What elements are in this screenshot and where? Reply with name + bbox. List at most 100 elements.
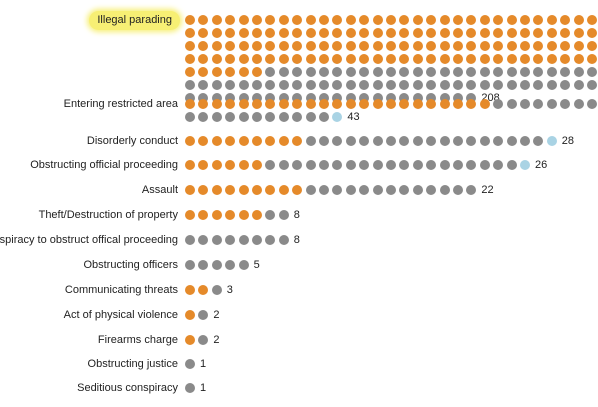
orange-dot <box>332 99 343 109</box>
gray-dot <box>412 136 423 146</box>
gray-dot <box>292 93 303 103</box>
gray-dot <box>493 80 504 90</box>
count-label: 1 <box>200 358 207 370</box>
gray-dot <box>185 235 195 245</box>
orange-dot <box>399 99 410 109</box>
orange-dot <box>278 99 289 109</box>
orange-dot <box>185 210 195 220</box>
orange-dot <box>466 99 477 109</box>
gray-dot <box>386 136 396 146</box>
gray-dot <box>506 160 517 170</box>
orange-dot <box>278 185 289 195</box>
orange-dot <box>185 67 195 77</box>
category-label: Communicating threats <box>64 284 178 296</box>
gray-dot <box>319 136 329 146</box>
gray-dot <box>399 136 410 146</box>
gray-dot <box>345 185 356 195</box>
orange-dot <box>225 99 236 109</box>
category-label: Obstructing justice <box>87 358 178 370</box>
gray-dot <box>372 80 383 90</box>
gray-dot <box>345 93 356 103</box>
gray-dot <box>238 260 249 270</box>
gray-dot <box>506 80 517 90</box>
gray-dot <box>305 80 316 90</box>
orange-dot <box>198 185 209 195</box>
orange-dot <box>399 15 410 25</box>
orange-dot <box>211 67 222 77</box>
orange-dot <box>520 28 530 38</box>
orange-dot <box>198 99 209 109</box>
gray-dot <box>345 136 356 146</box>
gray-dot <box>560 80 571 90</box>
orange-dot <box>185 136 195 146</box>
orange-dot <box>265 41 276 51</box>
gray-dot <box>185 359 195 369</box>
gray-dot <box>439 136 450 146</box>
gray-dot <box>211 80 222 90</box>
orange-dot <box>345 41 356 51</box>
orange-dot <box>185 15 195 25</box>
orange-dot <box>211 160 222 170</box>
gray-dot <box>252 80 262 90</box>
gray-dot <box>185 260 195 270</box>
orange-dot <box>225 210 236 220</box>
gray-dot <box>211 235 222 245</box>
orange-dot <box>533 15 544 25</box>
orange-dot <box>265 28 276 38</box>
gray-dot <box>412 185 423 195</box>
orange-dot <box>278 54 289 64</box>
gray-dot <box>439 93 450 103</box>
category-label: Obstructing official proceeding <box>30 159 178 171</box>
orange-dot <box>198 15 209 25</box>
orange-dot <box>573 54 584 64</box>
orange-dot <box>412 15 423 25</box>
category-label: Seditious conspiracy <box>77 382 178 394</box>
gray-dot <box>265 235 276 245</box>
orange-dot <box>453 28 463 38</box>
gray-dot <box>453 67 463 77</box>
gray-dot <box>587 99 597 109</box>
orange-dot <box>238 185 249 195</box>
count-label: 2 <box>213 334 220 346</box>
gray-dot <box>506 136 517 146</box>
gray-dot <box>198 260 209 270</box>
gray-dot <box>211 285 222 295</box>
orange-dot <box>185 185 195 195</box>
orange-dot <box>292 28 303 38</box>
orange-dot <box>198 210 209 220</box>
gray-dot <box>238 112 249 122</box>
gray-dot <box>466 80 477 90</box>
orange-dot <box>211 99 222 109</box>
gray-dot <box>332 185 343 195</box>
orange-dot <box>252 136 262 146</box>
gray-dot <box>265 112 276 122</box>
orange-dot <box>185 310 195 320</box>
orange-dot <box>466 28 477 38</box>
gray-dot <box>198 80 209 90</box>
orange-dot <box>238 54 249 64</box>
gray-dot <box>305 136 316 146</box>
gray-dot <box>211 260 222 270</box>
orange-dot <box>252 160 262 170</box>
gray-dot <box>278 235 289 245</box>
count-label: 8 <box>293 209 300 221</box>
gray-dot <box>265 210 276 220</box>
orange-dot <box>265 54 276 64</box>
orange-dot <box>386 15 396 25</box>
orange-dot <box>359 41 370 51</box>
orange-dot <box>479 41 490 51</box>
gray-dot <box>533 99 544 109</box>
gray-dot <box>225 235 236 245</box>
gray-dot <box>386 185 396 195</box>
gray-dot <box>573 80 584 90</box>
gray-dot <box>412 93 423 103</box>
orange-dot <box>319 15 329 25</box>
orange-dot <box>493 28 504 38</box>
gray-dot <box>198 112 209 122</box>
orange-dot <box>265 136 276 146</box>
gray-dot <box>252 112 262 122</box>
gray-dot <box>439 67 450 77</box>
gray-dot <box>211 112 222 122</box>
gray-dot <box>520 99 530 109</box>
orange-dot <box>185 335 195 345</box>
